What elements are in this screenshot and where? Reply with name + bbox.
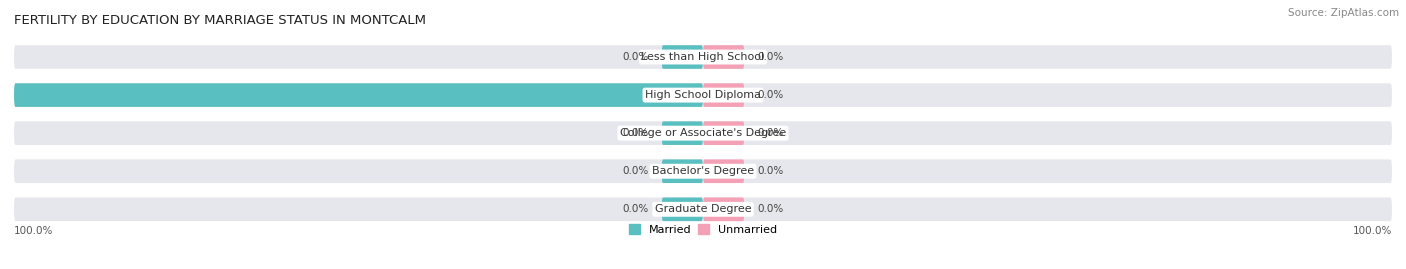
Legend: Married, Unmarried: Married, Unmarried [624, 220, 782, 239]
Text: High School Diploma: High School Diploma [645, 90, 761, 100]
Text: 0.0%: 0.0% [623, 128, 648, 138]
FancyBboxPatch shape [662, 160, 703, 183]
Text: 0.0%: 0.0% [758, 166, 783, 176]
Text: College or Associate's Degree: College or Associate's Degree [620, 128, 786, 138]
FancyBboxPatch shape [14, 83, 703, 107]
Text: 0.0%: 0.0% [623, 166, 648, 176]
FancyBboxPatch shape [662, 121, 703, 145]
Text: Bachelor's Degree: Bachelor's Degree [652, 166, 754, 176]
Text: Source: ZipAtlas.com: Source: ZipAtlas.com [1288, 8, 1399, 18]
Text: Less than High School: Less than High School [641, 52, 765, 62]
FancyBboxPatch shape [662, 45, 703, 69]
FancyBboxPatch shape [703, 45, 744, 69]
FancyBboxPatch shape [14, 83, 1392, 107]
Text: Graduate Degree: Graduate Degree [655, 204, 751, 214]
FancyBboxPatch shape [14, 197, 1392, 221]
Text: 0.0%: 0.0% [758, 204, 783, 214]
FancyBboxPatch shape [662, 197, 703, 221]
Text: 0.0%: 0.0% [758, 90, 783, 100]
FancyBboxPatch shape [703, 121, 744, 145]
Text: 0.0%: 0.0% [758, 128, 783, 138]
Text: 100.0%: 100.0% [14, 226, 53, 236]
Text: 0.0%: 0.0% [623, 204, 648, 214]
FancyBboxPatch shape [703, 197, 744, 221]
Text: 100.0%: 100.0% [1353, 226, 1392, 236]
FancyBboxPatch shape [703, 160, 744, 183]
Text: FERTILITY BY EDUCATION BY MARRIAGE STATUS IN MONTCALM: FERTILITY BY EDUCATION BY MARRIAGE STATU… [14, 14, 426, 27]
FancyBboxPatch shape [703, 83, 744, 107]
FancyBboxPatch shape [14, 121, 1392, 145]
FancyBboxPatch shape [14, 45, 1392, 69]
FancyBboxPatch shape [14, 160, 1392, 183]
Text: 0.0%: 0.0% [623, 52, 648, 62]
Text: 0.0%: 0.0% [758, 52, 783, 62]
